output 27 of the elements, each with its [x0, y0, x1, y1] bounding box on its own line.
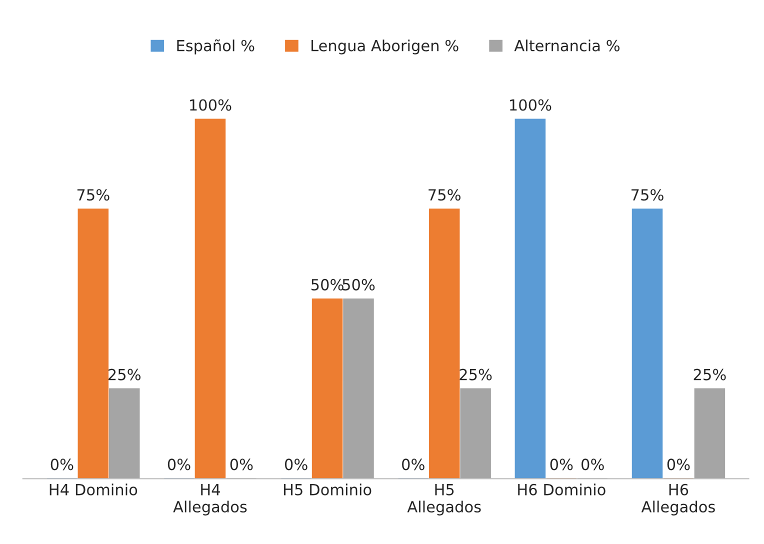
x-tick-label: H5 Allegados	[407, 484, 481, 516]
legend-label: Alternancia %	[514, 40, 620, 52]
data-label: 50%	[311, 278, 344, 290]
data-label: 25%	[694, 368, 726, 380]
x-tick-label: H4 Allegados	[173, 484, 247, 516]
x-tick-label: H4 Dominio	[50, 484, 138, 496]
data-label: 0%	[550, 458, 573, 470]
data-label: 0%	[230, 458, 253, 470]
x-tick-label: H5 Dominio	[284, 484, 372, 496]
data-label: 0%	[582, 458, 604, 470]
x-tick-label: H6 Allegados	[641, 484, 715, 516]
data-label: 100%	[190, 99, 232, 111]
data-label: 25%	[108, 368, 141, 380]
data-label: 100%	[510, 99, 552, 111]
data-label: 75%	[77, 189, 110, 201]
x-tick-label: H6 Dominio	[518, 484, 606, 496]
data-label: 0%	[284, 458, 308, 470]
data-label: 50%	[342, 278, 375, 290]
legend-label: Lengua Aborigen %	[312, 40, 458, 54]
data-label: 0%	[402, 458, 424, 470]
data-label: 0%	[667, 458, 690, 470]
data-label: 0%	[168, 458, 190, 470]
data-label: 0%	[50, 458, 74, 470]
legend-label: Español %	[177, 39, 254, 54]
data-label: 75%	[632, 189, 664, 201]
data-label: 25%	[460, 368, 492, 380]
data-label: 75%	[428, 189, 460, 201]
